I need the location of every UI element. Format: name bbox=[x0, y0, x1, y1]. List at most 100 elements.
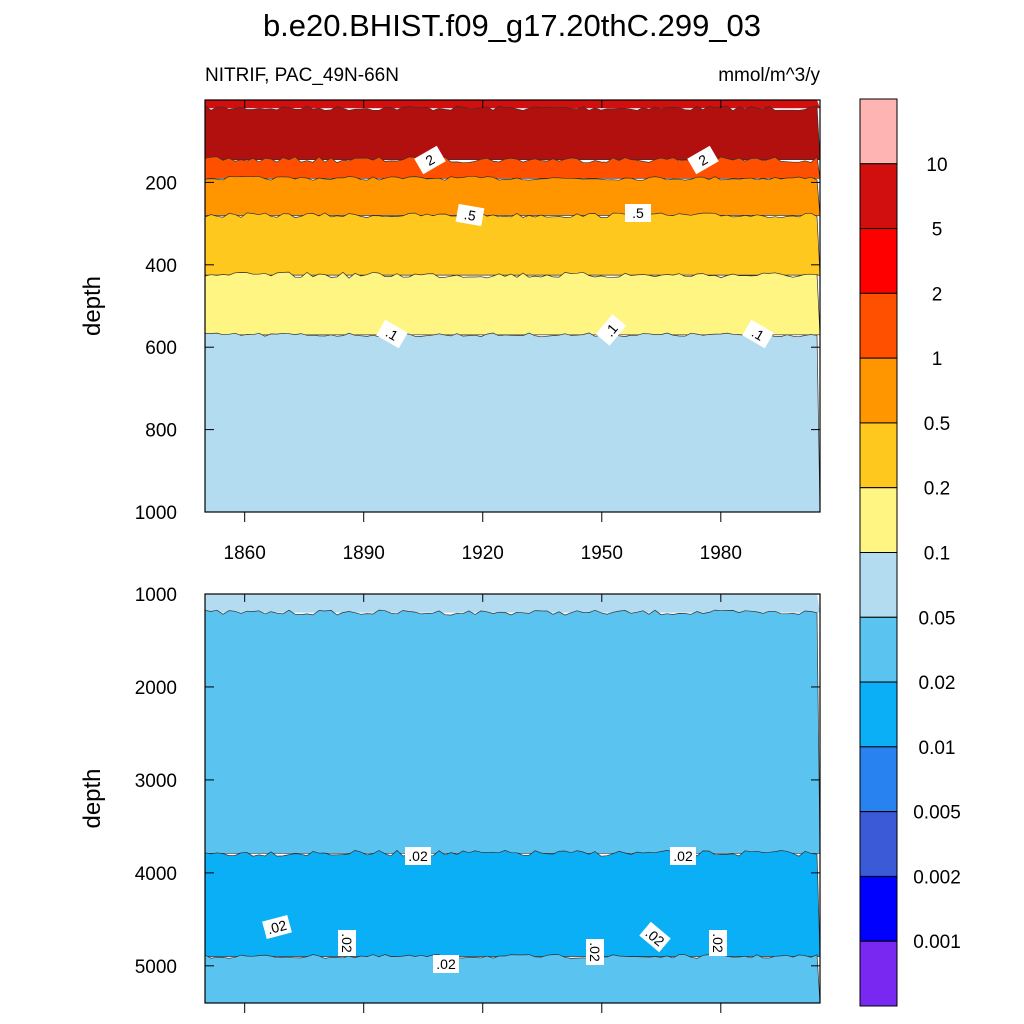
colorbar-swatch bbox=[859, 422, 898, 489]
contour-label: .1 bbox=[742, 319, 774, 349]
contour-label: 2 bbox=[414, 145, 446, 175]
contour-label: 2 bbox=[687, 145, 719, 175]
colorbar-label: 0.2 bbox=[924, 479, 950, 500]
colorbar-label: 0.001 bbox=[913, 932, 961, 953]
contour-label-box bbox=[670, 847, 696, 865]
contour-label-box bbox=[742, 319, 774, 349]
contour-band bbox=[204, 609, 821, 854]
contour-label-text: .5 bbox=[632, 205, 644, 221]
contour-band bbox=[204, 849, 821, 957]
colorbar-swatch bbox=[859, 746, 898, 813]
colorbar-swatch bbox=[859, 98, 898, 165]
contour-label-box bbox=[687, 145, 719, 175]
contour-band bbox=[204, 271, 821, 336]
colorbar-swatch bbox=[859, 487, 898, 554]
colorbar-label: 1 bbox=[932, 349, 943, 370]
contour-band bbox=[204, 104, 821, 161]
contour-label-text: .02 bbox=[710, 933, 726, 953]
contour-label: .5 bbox=[625, 204, 651, 222]
contour-label-text: .02 bbox=[339, 933, 355, 953]
contour-label-box bbox=[405, 847, 431, 865]
colorbar-swatch bbox=[859, 552, 898, 618]
colorbar-label: 0.5 bbox=[924, 414, 950, 435]
colorbar-swatch bbox=[859, 811, 898, 877]
x-tick-label: 1920 bbox=[462, 543, 504, 564]
y-tick-label: 600 bbox=[145, 338, 177, 359]
y-tick-label: 1000 bbox=[135, 585, 177, 606]
contour-label-box bbox=[414, 145, 446, 175]
contour-label-box bbox=[455, 203, 485, 227]
y-tick-label: 200 bbox=[145, 173, 177, 194]
contour-label: .02 bbox=[405, 847, 431, 865]
x-tick-label: 1890 bbox=[343, 543, 385, 564]
colorbar-swatch bbox=[859, 163, 898, 230]
y-tick-label: 400 bbox=[145, 256, 177, 277]
contour-label-box bbox=[433, 955, 459, 973]
colorbar-label: 0.01 bbox=[919, 738, 956, 759]
y-tick-label: 5000 bbox=[135, 957, 177, 978]
contour-label-box bbox=[625, 204, 651, 222]
colorbar-label: 2 bbox=[932, 284, 943, 305]
contour-label: .02 bbox=[639, 921, 671, 953]
contour-label: .1 bbox=[376, 319, 408, 349]
contour-label-text: .02 bbox=[266, 917, 289, 938]
colorbar-swatch bbox=[859, 940, 898, 1007]
colorbar-swatch bbox=[859, 875, 898, 942]
contour-label-box bbox=[376, 319, 408, 349]
colorbar-swatch bbox=[859, 681, 898, 748]
y-axis-label: depth bbox=[79, 276, 106, 336]
contour-band bbox=[204, 175, 821, 216]
y-tick-label: 3000 bbox=[135, 771, 177, 792]
colorbar-label: 0.02 bbox=[919, 673, 956, 694]
y-tick-label: 800 bbox=[145, 421, 177, 442]
contour-band bbox=[204, 212, 821, 276]
contour-label: .02 bbox=[433, 955, 459, 973]
contour-label-box bbox=[586, 939, 604, 965]
contour-band bbox=[205, 594, 820, 613]
contour-band bbox=[204, 156, 821, 179]
colorbar-swatch bbox=[859, 616, 898, 683]
contour-label: .02 bbox=[586, 939, 604, 965]
y-axis-label: depth bbox=[79, 768, 106, 828]
upper-panel: 200 400 600 800 1000 1860 1890 1920 1950 1980 dept… bbox=[79, 99, 821, 564]
contour-label-box bbox=[338, 930, 356, 956]
contour-label-text: .02 bbox=[587, 942, 603, 962]
contour-label-box bbox=[595, 314, 627, 346]
contour-label: .02 bbox=[670, 847, 696, 865]
contour-label: .02 bbox=[338, 930, 356, 956]
colorbar-label: 10 bbox=[926, 155, 947, 176]
contour-label-text: .5 bbox=[463, 206, 477, 224]
lower-panel: 1000 2000 3000 4000 5000 depth .02 .02 .02 .02 .02… bbox=[79, 585, 821, 1013]
chart-title: b.e20.BHIST.f09_g17.20thC.299_03 bbox=[263, 8, 761, 43]
x-tick-label: 1980 bbox=[700, 543, 742, 564]
variable-region-label: NITRIF, PAC_49N-66N bbox=[205, 65, 399, 86]
y-tick-label: 4000 bbox=[135, 864, 177, 885]
colorbar-swatch bbox=[859, 292, 898, 359]
x-tick-label: 1950 bbox=[581, 543, 623, 564]
y-tick-label: 1000 bbox=[135, 503, 177, 524]
contour-label-box bbox=[709, 930, 727, 956]
contour-label-text: .02 bbox=[673, 848, 693, 864]
colorbar-label: 5 bbox=[932, 220, 943, 241]
colorbar-label: 0.1 bbox=[924, 544, 950, 565]
colorbar-label: 0.05 bbox=[919, 608, 956, 629]
contour-label-box bbox=[639, 921, 671, 953]
contour-label-box bbox=[262, 914, 292, 940]
contour-label-text: .02 bbox=[436, 956, 456, 972]
contour-label-text: .02 bbox=[408, 848, 428, 864]
units-label: mmol/m^3/y bbox=[718, 65, 820, 86]
contour-band bbox=[205, 100, 820, 109]
y-tick-label: 2000 bbox=[135, 678, 177, 699]
plot-frame bbox=[204, 99, 821, 513]
colorbar: 10 5 2 1 0.5 0.2 0.1 0.05 0.02 0.01 0.005 0.002 0.00… bbox=[859, 98, 961, 1007]
contour-label: .1 bbox=[595, 314, 627, 346]
contour-band bbox=[204, 332, 821, 513]
colorbar-swatch bbox=[859, 357, 898, 424]
contour-label: .5 bbox=[455, 203, 485, 227]
contour-label: .02 bbox=[709, 930, 727, 956]
plot-frame bbox=[204, 593, 821, 1004]
colorbar-label: 0.005 bbox=[913, 803, 961, 824]
colorbar-swatch bbox=[859, 228, 898, 294]
colorbar-label: 0.002 bbox=[913, 867, 961, 888]
